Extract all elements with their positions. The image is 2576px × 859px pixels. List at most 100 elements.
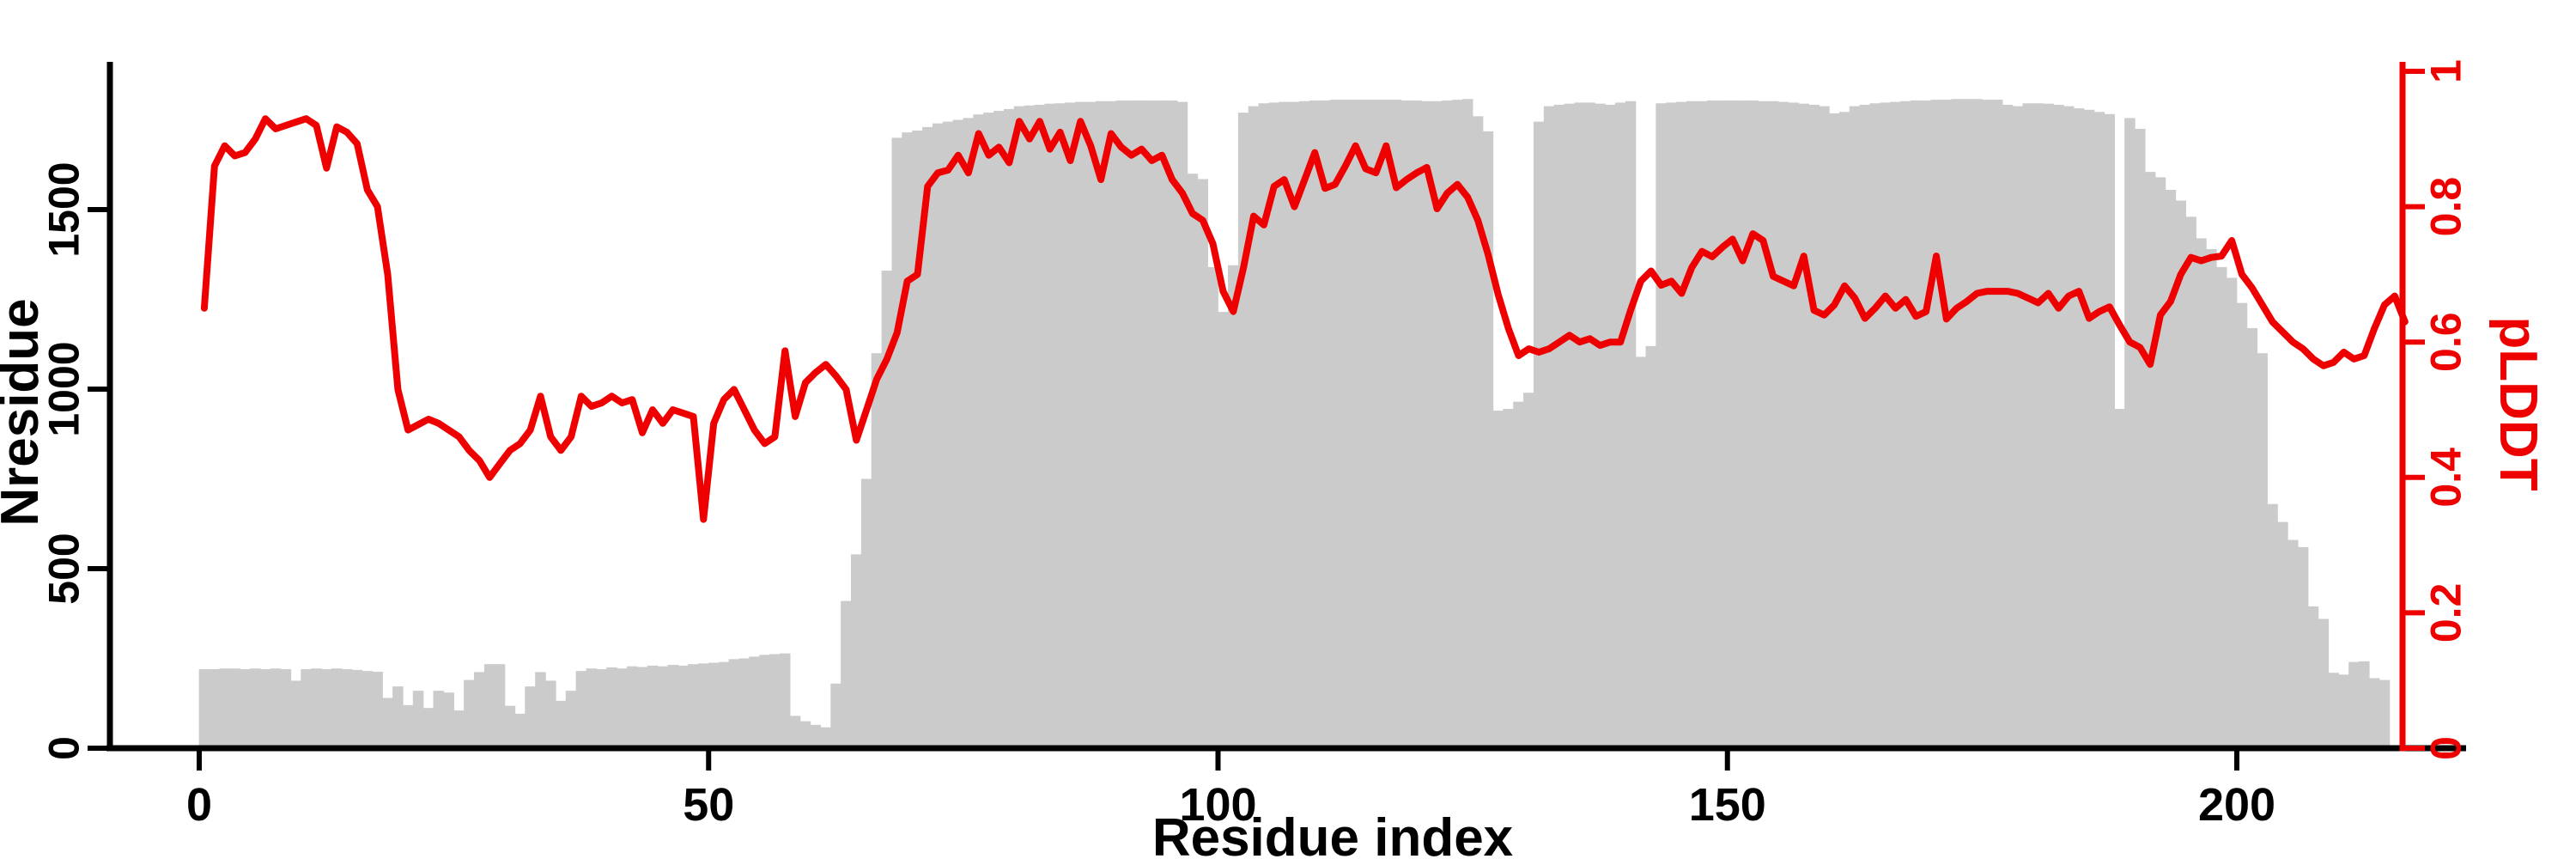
bar — [270, 668, 282, 748]
bar — [1788, 102, 1800, 748]
bar — [2114, 408, 2125, 748]
bar — [1838, 112, 1850, 749]
bar — [1207, 266, 1218, 748]
bar — [321, 669, 332, 748]
bar — [677, 665, 689, 748]
bar — [1492, 411, 1504, 748]
bar — [2226, 277, 2238, 748]
bar — [2012, 106, 2024, 749]
bar — [830, 683, 841, 748]
bar — [922, 126, 933, 749]
bar — [2287, 539, 2299, 748]
bar — [2043, 103, 2054, 748]
bar — [728, 659, 740, 748]
y-axis-right-tick-label: 1 — [2422, 59, 2470, 83]
bar — [1666, 102, 1677, 748]
bar — [606, 667, 617, 748]
plddt-line-path — [200, 115, 2409, 523]
bar — [1747, 100, 1759, 749]
bar — [575, 671, 587, 748]
bar — [1431, 101, 1443, 748]
bar — [2032, 103, 2044, 748]
bar — [1614, 102, 1626, 748]
bar — [1584, 102, 1595, 748]
bar — [1961, 99, 1972, 748]
y-axis-right-tick-label: 0.4 — [2422, 448, 2470, 508]
x-axis-tick-label: 100 — [1179, 779, 1256, 831]
bar — [1635, 356, 1647, 748]
bar — [1065, 102, 1076, 748]
bar — [1461, 99, 1473, 748]
bar — [2307, 606, 2319, 748]
bar — [1951, 99, 1962, 748]
bar — [2359, 661, 2370, 748]
bar — [2165, 190, 2177, 748]
bar — [290, 680, 301, 748]
x-axis-tick-label: 50 — [683, 779, 734, 831]
bar — [1472, 116, 1484, 748]
bar — [1084, 101, 1097, 749]
bar — [525, 686, 536, 748]
bar — [1564, 103, 1576, 748]
bar — [545, 680, 556, 748]
bar — [433, 691, 445, 748]
bar — [1126, 100, 1137, 749]
bar — [1289, 101, 1300, 749]
bar — [1452, 100, 1463, 749]
bar — [2236, 302, 2248, 748]
bar — [1767, 101, 1779, 748]
bar — [1808, 104, 1820, 748]
bar — [2083, 109, 2095, 749]
bar — [1553, 104, 1565, 748]
bar — [2297, 546, 2309, 748]
bar — [810, 724, 822, 748]
bar — [361, 671, 374, 748]
bar — [698, 663, 709, 748]
bar — [280, 669, 292, 748]
bar — [983, 113, 994, 748]
bar — [1003, 108, 1015, 748]
bar — [1798, 103, 1810, 748]
bar — [1024, 105, 1036, 748]
bar — [912, 131, 923, 749]
bar — [1248, 106, 1260, 749]
bar — [1676, 101, 1687, 749]
nresidue-bars — [198, 99, 2391, 749]
bar — [942, 121, 954, 749]
bar — [209, 669, 221, 748]
bar — [718, 661, 730, 748]
y-axis-left-tick-label: 500 — [40, 533, 88, 604]
bar — [483, 664, 495, 748]
bar — [738, 658, 750, 748]
bar — [2257, 353, 2268, 748]
bar — [1370, 100, 1382, 749]
bar — [1421, 101, 1433, 748]
bar — [1054, 103, 1066, 748]
y-axis-left-tick-label: 1000 — [40, 341, 88, 436]
bar — [871, 353, 883, 748]
bar — [789, 716, 801, 748]
bar — [474, 672, 485, 748]
bar — [1706, 100, 1718, 749]
bar — [1442, 100, 1453, 749]
bar — [1013, 106, 1025, 749]
bar — [769, 654, 781, 748]
bar — [1686, 101, 1698, 748]
bar — [1716, 100, 1728, 749]
bar — [2154, 177, 2166, 748]
bar — [1044, 103, 1056, 748]
bar — [1869, 103, 1881, 748]
bar — [535, 672, 546, 748]
bar — [1543, 106, 1555, 749]
bar — [1859, 104, 1871, 748]
bar — [902, 132, 913, 748]
bar — [688, 664, 699, 748]
bar — [2104, 113, 2115, 748]
bar — [779, 653, 791, 748]
bar — [973, 114, 984, 749]
bar — [2277, 521, 2288, 748]
bar — [1777, 101, 1789, 749]
bar — [2368, 678, 2380, 748]
bar — [1533, 121, 1545, 749]
